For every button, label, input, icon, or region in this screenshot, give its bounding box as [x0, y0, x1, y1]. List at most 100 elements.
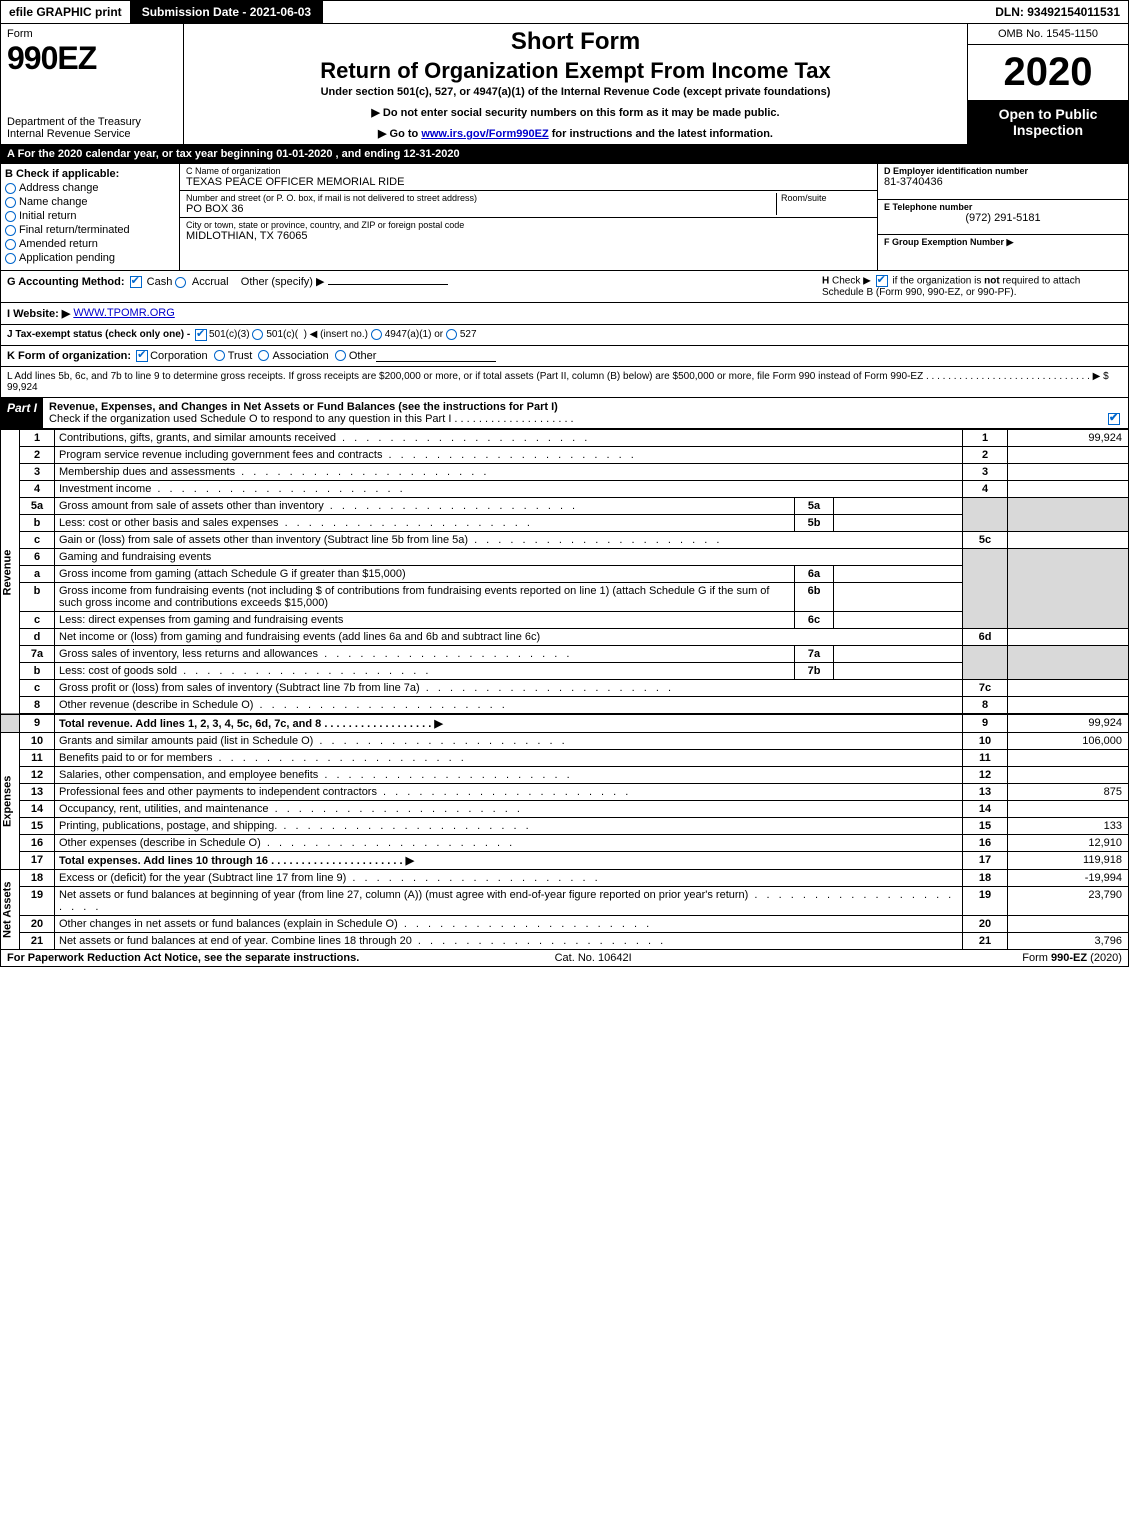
- l15-no: 15: [20, 818, 55, 835]
- main-title: Return of Organization Exempt From Incom…: [194, 58, 957, 84]
- l6d-num: 6d: [963, 629, 1008, 646]
- top-bar: efile GRAPHIC print Submission Date - 20…: [0, 0, 1129, 24]
- dln: DLN: 93492154011531: [987, 1, 1128, 23]
- g-label: G Accounting Method:: [7, 276, 125, 288]
- form-header: Form 990EZ Department of the Treasury In…: [0, 24, 1129, 145]
- l17-amt: 119,918: [1008, 852, 1129, 870]
- irs-link[interactable]: www.irs.gov/Form990EZ: [421, 128, 548, 140]
- g-accrual-circle[interactable]: [175, 277, 186, 288]
- j-4947-circle[interactable]: [371, 329, 382, 340]
- netassets-label: Net Assets: [1, 870, 20, 950]
- l14-desc: Occupancy, rent, utilities, and maintena…: [59, 803, 523, 815]
- l4-amt: [1008, 481, 1129, 498]
- opt-name-change[interactable]: Name change: [5, 196, 175, 208]
- efile-label[interactable]: efile GRAPHIC print: [1, 1, 132, 23]
- l9-num: 9: [963, 714, 1008, 733]
- instr2-suffix: for instructions and the latest informat…: [552, 128, 773, 140]
- k-assoc-circle[interactable]: [258, 350, 269, 361]
- l5b-no: b: [20, 515, 55, 532]
- l5c-no: c: [20, 532, 55, 549]
- l14-num: 14: [963, 801, 1008, 818]
- l21-desc: Net assets or fund balances at end of ye…: [59, 935, 666, 947]
- l10-amt: 106,000: [1008, 733, 1129, 750]
- k-other-circle[interactable]: [335, 350, 346, 361]
- l6b-boxval: [834, 583, 963, 612]
- j-501c3-checkbox[interactable]: [195, 329, 207, 341]
- l6a-desc: Gross income from gaming (attach Schedul…: [55, 566, 795, 583]
- opt-application-pending[interactable]: Application pending: [5, 252, 175, 264]
- l5b-boxval: [834, 515, 963, 532]
- opt-final-return[interactable]: Final return/terminated: [5, 224, 175, 236]
- l5b-box: 5b: [795, 515, 834, 532]
- l15-desc: Printing, publications, postage, and shi…: [59, 820, 532, 832]
- l8-amt: [1008, 697, 1129, 715]
- l2-num: 2: [963, 447, 1008, 464]
- ein-value: 81-3740436: [884, 176, 1122, 188]
- row-k: K Form of organization: Corporation Trus…: [0, 346, 1129, 367]
- j-501c-circle[interactable]: [252, 329, 263, 340]
- expenses-label: Expenses: [1, 733, 20, 870]
- revenue-label: Revenue: [1, 430, 20, 715]
- l7c-no: c: [20, 680, 55, 697]
- l11-amt: [1008, 750, 1129, 767]
- footer-left: For Paperwork Reduction Act Notice, see …: [7, 952, 359, 964]
- l6-no: 6: [20, 549, 55, 566]
- l6c-box: 6c: [795, 612, 834, 629]
- dept-line1: Department of the Treasury: [7, 116, 177, 128]
- l3-desc: Membership dues and assessments: [59, 466, 489, 478]
- l14-no: 14: [20, 801, 55, 818]
- l4-no: 4: [20, 481, 55, 498]
- l7c-desc: Gross profit or (loss) from sales of inv…: [59, 682, 674, 694]
- part1-checkbox[interactable]: [1108, 413, 1120, 425]
- instr-goto: ▶ Go to www.irs.gov/Form990EZ for instru…: [194, 127, 957, 140]
- section-b: B Check if applicable: Address change Na…: [1, 164, 180, 270]
- l13-num: 13: [963, 784, 1008, 801]
- header-center: Short Form Return of Organization Exempt…: [184, 24, 968, 144]
- l7b-boxval: [834, 663, 963, 680]
- l7b-box: 7b: [795, 663, 834, 680]
- dept-line2: Internal Revenue Service: [7, 128, 177, 140]
- l5c-amt: [1008, 532, 1129, 549]
- part1-check-note: Check if the organization used Schedule …: [49, 413, 574, 425]
- city-label: City or town, state or province, country…: [186, 220, 871, 230]
- l21-no: 21: [20, 933, 55, 950]
- section-bcdef: B Check if applicable: Address change Na…: [0, 164, 1129, 271]
- l2-amt: [1008, 447, 1129, 464]
- j-527-circle[interactable]: [446, 329, 457, 340]
- l20-amt: [1008, 916, 1129, 933]
- h-checkbox[interactable]: [876, 275, 888, 287]
- b-check-label: B Check if applicable:: [5, 168, 175, 180]
- l1-amt: 99,924: [1008, 430, 1129, 447]
- l10-desc: Grants and similar amounts paid (list in…: [59, 735, 568, 747]
- l7a-box: 7a: [795, 646, 834, 663]
- l15-amt: 133: [1008, 818, 1129, 835]
- g-cash-checkbox[interactable]: [130, 276, 142, 288]
- instr-ssn: ▶ Do not enter social security numbers o…: [194, 106, 957, 119]
- l20-num: 20: [963, 916, 1008, 933]
- k-corp-checkbox[interactable]: [136, 350, 148, 362]
- opt-address-change[interactable]: Address change: [5, 182, 175, 194]
- city-val: MIDLOTHIAN, TX 76065: [186, 230, 871, 242]
- c-label: C Name of organization: [186, 166, 871, 176]
- website-link[interactable]: WWW.TPOMR.ORG: [73, 307, 174, 320]
- l6a-no: a: [20, 566, 55, 583]
- l8-no: 8: [20, 697, 55, 715]
- l9-no: 9: [20, 714, 55, 733]
- l6-desc: Gaming and fundraising events: [55, 549, 963, 566]
- l17-num: 17: [963, 852, 1008, 870]
- i-label: I Website: ▶: [7, 307, 70, 320]
- l21-amt: 3,796: [1008, 933, 1129, 950]
- l20-no: 20: [20, 916, 55, 933]
- l7c-amt: [1008, 680, 1129, 697]
- opt-amended-return[interactable]: Amended return: [5, 238, 175, 250]
- k-trust-circle[interactable]: [214, 350, 225, 361]
- room-label: Room/suite: [781, 193, 871, 203]
- g-cash: Cash: [147, 276, 173, 288]
- header-left: Form 990EZ Department of the Treasury In…: [1, 24, 184, 144]
- l16-desc: Other expenses (describe in Schedule O): [59, 837, 515, 849]
- l17-no: 17: [20, 852, 55, 870]
- d-label: D Employer identification number: [884, 166, 1122, 176]
- e-label: E Telephone number: [884, 202, 1122, 212]
- l5c-num: 5c: [963, 532, 1008, 549]
- opt-initial-return[interactable]: Initial return: [5, 210, 175, 222]
